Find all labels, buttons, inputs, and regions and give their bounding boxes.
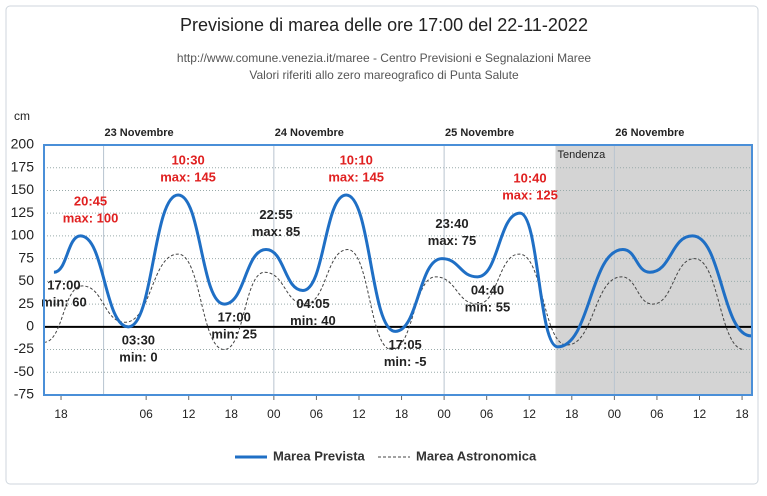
- annotation-time: 10:30: [171, 152, 204, 167]
- annotation-time: 22:55: [259, 207, 292, 222]
- annotation-time: 17:05: [389, 337, 422, 352]
- y-tick-label: 150: [11, 181, 35, 197]
- day-label: 24 Novembre: [275, 127, 344, 139]
- subtitle: Valori riferiti allo zero mareografico d…: [249, 68, 519, 82]
- annotation-value: max: 75: [428, 233, 476, 248]
- x-tick-label: 00: [608, 407, 622, 421]
- y-tick-label: 100: [11, 227, 35, 243]
- day-label: 25 Novembre: [445, 127, 514, 139]
- x-tick-label: 12: [523, 407, 537, 421]
- annotation-time: 04:05: [296, 296, 329, 311]
- annotation-time: 17:00: [47, 278, 80, 293]
- legend-label: Marea Astronomica: [416, 448, 537, 463]
- annotation-value: max: 145: [160, 169, 216, 184]
- day-label: 26 Novembre: [615, 127, 684, 139]
- annotation-time: 10:10: [340, 152, 373, 167]
- x-tick-label: 12: [182, 407, 196, 421]
- x-tick-label: 18: [225, 407, 239, 421]
- annotation-value: min: 25: [211, 327, 257, 342]
- annotation-time: 20:45: [74, 193, 107, 208]
- annotation-value: max: 145: [328, 169, 384, 184]
- x-tick-label: 12: [693, 407, 707, 421]
- y-tick-label: -50: [14, 363, 34, 379]
- subtitle: http://www.comune.venezia.it/maree - Cen…: [177, 51, 592, 65]
- annotation-time: 10:40: [513, 171, 546, 186]
- annotation-value: min: 55: [465, 299, 511, 314]
- chart-title: Previsione di marea delle ore 17:00 del …: [180, 15, 588, 35]
- series-line: [53, 193, 752, 349]
- x-tick-label: 18: [735, 407, 749, 421]
- annotation-value: max: 125: [502, 188, 558, 203]
- annotation-value: min: 0: [119, 349, 157, 364]
- annotation-value: max: 85: [252, 224, 300, 239]
- x-tick-label: 18: [54, 407, 68, 421]
- annotation-time: 03:30: [122, 332, 155, 347]
- trend-region: [555, 145, 752, 395]
- trend-label: Tendenza: [557, 149, 606, 161]
- y-tick-label: 75: [18, 249, 34, 265]
- plot-frame: [43, 144, 753, 396]
- annotation-value: min: -5: [384, 354, 427, 369]
- annotation-value: min: 60: [41, 295, 87, 310]
- legend-label: Marea Prevista: [273, 448, 366, 463]
- y-tick-label: -75: [14, 386, 34, 402]
- annotation-value: max: 100: [63, 210, 119, 225]
- y-tick-label: 0: [26, 318, 34, 334]
- x-tick-label: 06: [480, 407, 494, 421]
- annotation-time: 23:40: [435, 216, 468, 231]
- y-tick-label: 50: [18, 272, 34, 288]
- y-axis-label: cm: [14, 109, 30, 123]
- y-tick-label: 25: [18, 295, 34, 311]
- x-tick-label: 06: [139, 407, 153, 421]
- x-tick-label: 00: [437, 407, 451, 421]
- x-tick-label: 00: [267, 407, 281, 421]
- series-line: [43, 249, 745, 351]
- x-tick-label: 06: [310, 407, 324, 421]
- x-tick-label: 12: [352, 407, 366, 421]
- day-label: 23 Novembre: [105, 127, 174, 139]
- y-tick-label: -25: [14, 340, 34, 356]
- x-tick-label: 18: [395, 407, 409, 421]
- y-tick-label: 125: [11, 204, 35, 220]
- annotation-value: min: 40: [290, 313, 336, 328]
- x-tick-label: 18: [565, 407, 579, 421]
- x-tick-label: 06: [650, 407, 664, 421]
- y-tick-label: 200: [11, 136, 35, 152]
- annotation-time: 17:00: [218, 310, 251, 325]
- y-tick-label: 175: [11, 158, 35, 174]
- annotation-time: 04:40: [471, 282, 504, 297]
